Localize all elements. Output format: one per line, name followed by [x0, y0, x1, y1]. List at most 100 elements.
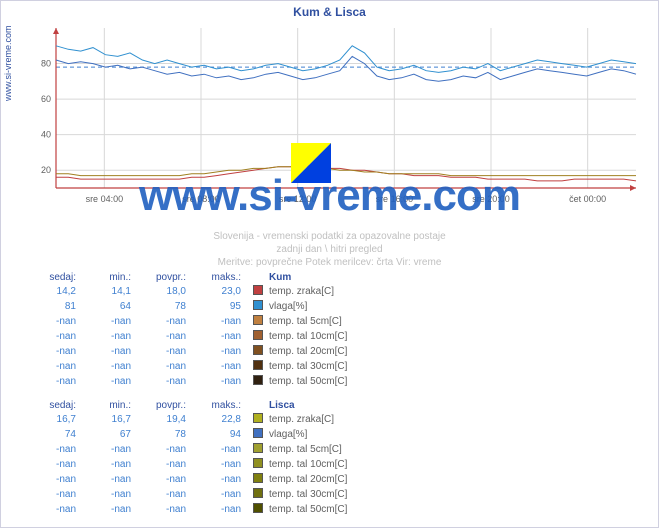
value-cell: -nan	[86, 329, 141, 344]
col-header: sedaj:	[31, 399, 86, 412]
value-cell: -nan	[196, 457, 251, 472]
location-table: sedaj:min.:povpr.:maks.:Lisca16,716,719,…	[31, 399, 405, 517]
metric-label: temp. tal 30cm[C]	[265, 359, 405, 374]
svg-text:sre 16:00: sre 16:00	[376, 194, 414, 204]
metric-label: vlaga[%]	[265, 427, 405, 442]
value-cell: -nan	[196, 359, 251, 374]
metric-label: temp. zraka[C]	[265, 284, 405, 299]
table-row: -nan-nan-nan-nantemp. tal 5cm[C]	[31, 314, 405, 329]
subtitle-mid: zadnji dan \ hitri pregled	[1, 244, 658, 255]
value-cell: 78	[141, 299, 196, 314]
color-swatch	[251, 284, 265, 299]
color-swatch	[251, 427, 265, 442]
svg-text:60: 60	[41, 94, 51, 104]
subtitle-2: Meritve: povprečne Potek merilcev: črta …	[1, 257, 658, 268]
value-cell: -nan	[196, 442, 251, 457]
metric-label: temp. tal 50cm[C]	[265, 502, 405, 517]
value-cell: -nan	[86, 314, 141, 329]
col-header: min.:	[86, 271, 141, 284]
value-cell: -nan	[141, 487, 196, 502]
metric-label: temp. tal 10cm[C]	[265, 329, 405, 344]
color-swatch	[251, 299, 265, 314]
value-cell: 14,1	[86, 284, 141, 299]
value-cell: 14,2	[31, 284, 86, 299]
metric-label: temp. tal 30cm[C]	[265, 487, 405, 502]
color-swatch	[251, 472, 265, 487]
value-cell: -nan	[31, 344, 86, 359]
value-cell: 16,7	[86, 412, 141, 427]
value-cell: -nan	[86, 344, 141, 359]
value-cell: -nan	[196, 502, 251, 517]
value-cell: -nan	[141, 442, 196, 457]
metric-label: temp. tal 20cm[C]	[265, 472, 405, 487]
col-header: povpr.:	[141, 271, 196, 284]
location-name: Lisca	[265, 399, 405, 412]
metric-label: temp. tal 50cm[C]	[265, 374, 405, 389]
color-swatch	[251, 344, 265, 359]
value-cell: -nan	[31, 487, 86, 502]
value-cell: -nan	[141, 472, 196, 487]
table-row: 14,214,118,023,0 temp. zraka[C]	[31, 284, 405, 299]
value-cell: -nan	[86, 374, 141, 389]
value-cell: 18,0	[141, 284, 196, 299]
color-swatch	[251, 359, 265, 374]
table-row: 74677894vlaga[%]	[31, 427, 405, 442]
y-axis-label: www.si-vreme.com	[3, 25, 13, 101]
color-swatch	[251, 412, 265, 427]
svg-text:sre 04:00: sre 04:00	[86, 194, 124, 204]
metric-label: temp. tal 5cm[C]	[265, 442, 405, 457]
table-row: 81647895vlaga[%]	[31, 299, 405, 314]
value-cell: -nan	[31, 329, 86, 344]
table-row: -nan-nan-nan-nantemp. tal 50cm[C]	[31, 374, 405, 389]
chart-plot: 20 40 60 80 sre 04:00 sre 08:00 sre 12:00 sre 1…	[31, 23, 646, 213]
location-table: sedaj:min.:povpr.:maks.:Kum14,214,118,02…	[31, 271, 405, 389]
value-cell: -nan	[31, 314, 86, 329]
value-cell: -nan	[141, 359, 196, 374]
svg-text:čet 00:00: čet 00:00	[569, 194, 606, 204]
table-row: -nan-nan-nan-nantemp. tal 20cm[C]	[31, 472, 405, 487]
color-swatch	[251, 502, 265, 517]
table-row: -nan-nan-nan-nantemp. tal 10cm[C]	[31, 329, 405, 344]
table-row: -nan-nan-nan-nantemp. tal 50cm[C]	[31, 502, 405, 517]
color-swatch	[251, 487, 265, 502]
table-row: -nan-nan-nan-nantemp. tal 10cm[C]	[31, 457, 405, 472]
metric-label: vlaga[%]	[265, 299, 405, 314]
value-cell: -nan	[196, 329, 251, 344]
value-cell: -nan	[86, 457, 141, 472]
color-swatch	[251, 329, 265, 344]
value-cell: 23,0	[196, 284, 251, 299]
value-cell: -nan	[86, 472, 141, 487]
svg-text:20: 20	[41, 165, 51, 175]
value-cell: -nan	[31, 472, 86, 487]
table-row: -nan-nan-nan-nantemp. tal 30cm[C]	[31, 487, 405, 502]
value-cell: -nan	[141, 374, 196, 389]
location-name: Kum	[265, 271, 405, 284]
value-cell: 95	[196, 299, 251, 314]
value-cell: 67	[86, 427, 141, 442]
value-cell: 64	[86, 299, 141, 314]
data-tables: sedaj:min.:povpr.:maks.:Kum14,214,118,02…	[31, 271, 631, 527]
value-cell: 94	[196, 427, 251, 442]
value-cell: 16,7	[31, 412, 86, 427]
metric-label: temp. zraka[C]	[265, 412, 405, 427]
table-row: -nan-nan-nan-nantemp. tal 5cm[C]	[31, 442, 405, 457]
svg-text:sre 08:00: sre 08:00	[182, 194, 220, 204]
value-cell: -nan	[141, 314, 196, 329]
value-cell: -nan	[31, 374, 86, 389]
value-cell: -nan	[196, 314, 251, 329]
svg-text:sre 20:00: sre 20:00	[472, 194, 510, 204]
svg-text:sre 12:00: sre 12:00	[279, 194, 317, 204]
value-cell: -nan	[86, 442, 141, 457]
value-cell: -nan	[196, 344, 251, 359]
chart-title: Kum & Lisca	[1, 1, 658, 21]
value-cell: -nan	[141, 502, 196, 517]
value-cell: -nan	[31, 457, 86, 472]
svg-text:80: 80	[41, 59, 51, 69]
col-header: min.:	[86, 399, 141, 412]
table-row: -nan-nan-nan-nantemp. tal 30cm[C]	[31, 359, 405, 374]
value-cell: -nan	[196, 487, 251, 502]
table-row: -nan-nan-nan-nantemp. tal 20cm[C]	[31, 344, 405, 359]
svg-text:40: 40	[41, 130, 51, 140]
color-swatch	[251, 457, 265, 472]
value-cell: -nan	[31, 359, 86, 374]
